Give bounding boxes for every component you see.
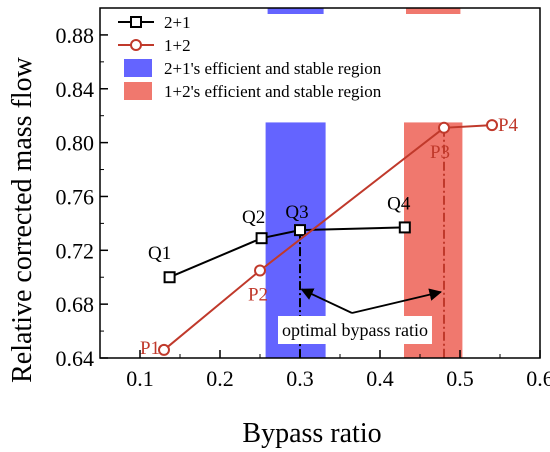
point-label-P3: P3 [430, 142, 450, 163]
legend-label-region-1: 2+1's efficient and stable region [164, 59, 382, 78]
x-tick-label-0.4: 0.4 [366, 366, 394, 391]
x-axis-title: Bypass ratio [242, 418, 381, 449]
annotation-box [278, 316, 432, 344]
y-tick-label-0.80: 0.80 [56, 131, 95, 156]
x-tick-label-0.3: 0.3 [286, 366, 314, 391]
series-line-1+2 [163, 124, 493, 351]
point-label-P2: P2 [248, 285, 268, 306]
point-Q4 [398, 221, 411, 234]
point-P3 [438, 121, 450, 134]
point-Q1 [163, 271, 176, 284]
legend-label-2+1: 2+1 [164, 13, 191, 32]
y-tick-label-0.88: 0.88 [56, 23, 95, 48]
y-tick-label-0.76: 0.76 [56, 184, 95, 209]
annotation-arrow-left [300, 288, 353, 314]
axes-layer: 0.1 0.2 0.3 0.4 0.5 0.6 0.64 0.68 0.72 0.76 0.80 0.… [56, 7, 550, 391]
point-label-Q1: Q1 [148, 243, 171, 264]
y-tick-label-0.64: 0.64 [56, 346, 95, 371]
point-Q2 [255, 232, 268, 245]
y-tick-label-0.68: 0.68 [56, 292, 95, 317]
point-label-Q4: Q4 [387, 193, 411, 214]
annotation-arrow-right [351, 288, 443, 314]
legend-swatch-region-1 [124, 59, 152, 77]
legend-swatch-region-2 [124, 82, 152, 100]
annotation-layer: optimal bypass ratio [278, 288, 443, 344]
legend-marker-2+1 [130, 16, 142, 28]
x-tick-label-0.1: 0.1 [126, 366, 154, 391]
point-P1 [158, 343, 170, 356]
legend-label-region-2: 1+2's efficient and stable region [164, 82, 382, 101]
annotation-text: optimal bypass ratio [282, 320, 428, 340]
x-tick-label-0.5: 0.5 [446, 366, 474, 391]
point-label-P1: P1 [140, 338, 160, 359]
region-top-stub-1 [267, 8, 324, 14]
legend: 2+1 1+2 2+1's efficient and stable region 1… [118, 13, 382, 101]
region-top-stub-2 [406, 8, 461, 14]
y-axis-title: Relative corrected mass flow [7, 56, 38, 383]
y-tick-label-0.72: 0.72 [56, 238, 95, 263]
point-label-Q2: Q2 [242, 207, 265, 228]
legend-label-1+2: 1+2 [164, 36, 191, 55]
legend-marker-1+2 [130, 39, 142, 51]
point-P2 [254, 264, 266, 277]
x-tick-label-0.6: 0.6 [526, 366, 550, 391]
point-label-P4: P4 [498, 115, 519, 136]
plot-frame [99, 7, 541, 359]
point-Q3 [294, 224, 306, 237]
series-line-2+1 [169, 226, 405, 279]
point-label-Q3: Q3 [285, 202, 308, 223]
point-P4 [486, 119, 498, 132]
x-tick-label-0.2: 0.2 [206, 366, 234, 391]
y-tick-label-0.84: 0.84 [56, 77, 95, 102]
series-layer: Q1 Q2 Q3 Q4 P1 P2 P3 P4 [140, 115, 519, 359]
